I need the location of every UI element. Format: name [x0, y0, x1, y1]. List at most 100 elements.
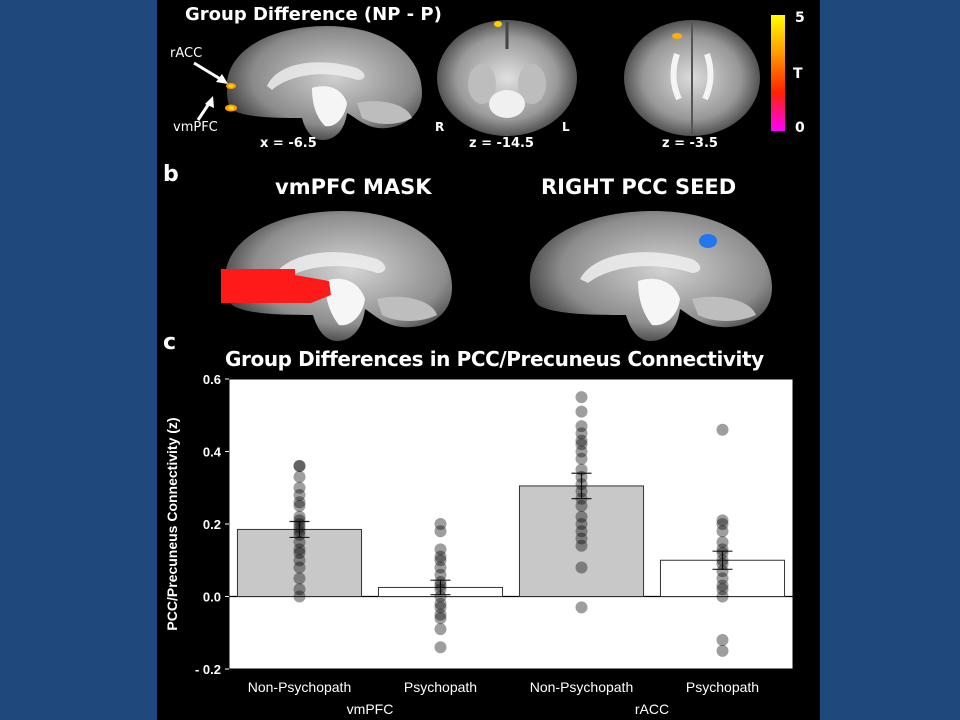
data-point: [575, 470, 588, 483]
data-point: [716, 583, 729, 596]
vmpfc-mask-brain: [217, 203, 457, 343]
bar: [236, 528, 363, 597]
data-point: [293, 525, 306, 538]
data-point: [575, 405, 588, 418]
x-category-label: Psychopath: [404, 679, 477, 695]
data-point: [293, 514, 306, 527]
data-point: [293, 536, 306, 549]
data-point: [575, 445, 588, 458]
data-point: [293, 510, 306, 523]
data-point: [293, 543, 306, 556]
bar-chart: 0.6 0.4 0.2 0.0 - 0.2 PCC/Precuneus Connectiv…: [164, 372, 794, 717]
data-point: [293, 590, 306, 603]
x-category-label: Non-Psychopath: [530, 679, 634, 695]
chart-title: Group Differences in PCC/Precuneus Conne…: [225, 347, 764, 371]
data-point: [575, 532, 588, 545]
coord-z1: z = -14.5: [469, 136, 534, 151]
data-point: [716, 644, 729, 657]
label-racc: rACC: [170, 46, 203, 61]
data-point: [434, 597, 447, 610]
data-point: [293, 583, 306, 596]
colorbar-max: 5: [795, 10, 805, 26]
data-point: [434, 590, 447, 603]
data-point: [575, 510, 588, 523]
label-vmpfc: vmPFC: [173, 120, 218, 135]
panel-a-title: Group Difference (NP - P): [185, 4, 442, 25]
sagittal-brain-image: [217, 18, 427, 143]
data-point: [293, 561, 306, 574]
data-point: [716, 514, 729, 527]
data-point: [293, 518, 306, 530]
data-point: [716, 590, 729, 603]
x-category-label: Non-Psychopath: [248, 679, 352, 695]
data-point: [716, 543, 729, 556]
y-tick-label: 0.4: [203, 445, 222, 460]
data-point: [575, 485, 588, 498]
y-axis-label: PCC/Precuneus Connectivity (z): [164, 417, 180, 630]
data-point: [716, 518, 729, 530]
data-point: [716, 554, 729, 567]
figure-panel: Group Difference (NP - P) rACC vmPFC x =…: [157, 0, 820, 720]
axial-brain-image-2: [617, 14, 767, 139]
data-point: [293, 489, 306, 501]
orient-l: L: [562, 120, 570, 134]
data-point: [293, 528, 306, 541]
pcc-seed-region: [699, 234, 717, 248]
coord-z2: z = -3.5: [662, 136, 718, 151]
data-point: [434, 568, 447, 581]
data-point: [434, 576, 447, 588]
colorbar-min: 0: [795, 120, 805, 136]
data-point: [716, 634, 729, 646]
data-point: [575, 434, 588, 447]
data-point: [575, 539, 588, 552]
data-point: [575, 463, 588, 476]
data-point: [434, 561, 447, 574]
data-point: [575, 427, 588, 440]
data-point: [434, 579, 447, 592]
data-point: [575, 601, 588, 614]
data-point: [434, 554, 447, 567]
data-point: [293, 499, 306, 512]
data-point: [293, 521, 306, 534]
data-point: [575, 438, 588, 451]
seed-title: RIGHT PCC SEED: [541, 175, 737, 199]
y-tick-label: 0.0: [203, 590, 221, 605]
arrow-icons: [193, 61, 228, 121]
data-point: [716, 572, 729, 585]
mask-title: vmPFC MASK: [275, 175, 432, 199]
x-group-label: vmPFC: [347, 701, 394, 717]
x-category-label: Psychopath: [686, 679, 759, 695]
y-tick-label: - 0.2: [195, 662, 221, 677]
data-point: [716, 536, 729, 549]
data-point: [716, 423, 729, 436]
data-point: [293, 460, 306, 472]
data-point: [434, 525, 447, 538]
data-point: [434, 623, 447, 636]
data-point: [575, 518, 588, 530]
colorbar: [771, 15, 785, 131]
data-point: [434, 608, 447, 621]
panel-b-letter: b: [163, 162, 179, 187]
data-point: [434, 583, 447, 596]
data-point: [575, 452, 588, 465]
data-point: [575, 561, 588, 574]
data-point: [716, 547, 729, 559]
plot-area: [228, 378, 794, 670]
data-point: [716, 557, 729, 570]
data-point: [575, 492, 588, 505]
y-tick-label: 0.6: [203, 372, 221, 387]
data-point: [434, 601, 447, 614]
data-point: [716, 565, 729, 578]
data-point: [293, 554, 306, 567]
pcc-seed-brain: [522, 203, 777, 343]
x-group-label: rACC: [635, 701, 669, 717]
data-point: [716, 525, 729, 538]
data-point: [575, 420, 588, 433]
data-point: [293, 496, 306, 509]
data-point: [434, 641, 447, 654]
coord-x: x = -6.5: [260, 136, 317, 151]
data-point: [575, 478, 588, 491]
data-point: [293, 572, 306, 585]
data-point: [434, 543, 447, 556]
data-point: [434, 612, 447, 625]
